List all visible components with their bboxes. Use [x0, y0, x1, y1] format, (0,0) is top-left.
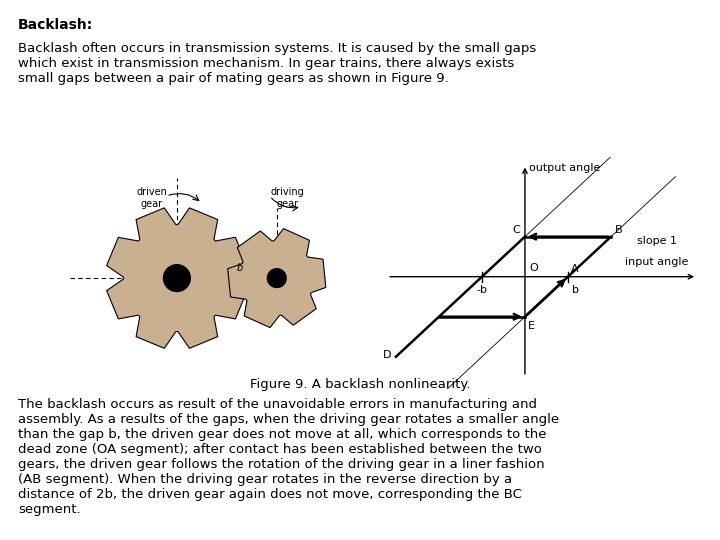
Text: dead zone (OA segment); after contact has been established between the two: dead zone (OA segment); after contact ha… [18, 443, 542, 456]
Text: C: C [512, 225, 520, 235]
Text: B: B [614, 225, 622, 235]
Text: gears, the driven gear follows the rotation of the driving gear in a liner fashi: gears, the driven gear follows the rotat… [18, 458, 544, 471]
Text: b: b [237, 263, 243, 273]
Text: assembly. As a results of the gaps, when the driving gear rotates a smaller angl: assembly. As a results of the gaps, when… [18, 413, 559, 426]
Text: The backlash occurs as result of the unavoidable errors in manufacturing and: The backlash occurs as result of the una… [18, 398, 537, 411]
Text: driven
gear: driven gear [137, 187, 167, 209]
Polygon shape [228, 228, 326, 328]
Text: slope 1: slope 1 [636, 235, 677, 246]
Text: Backlash often occurs in transmission systems. It is caused by the small gaps: Backlash often occurs in transmission sy… [18, 42, 536, 55]
Text: D: D [383, 350, 392, 360]
Text: input angle: input angle [625, 256, 688, 267]
Text: distance of 2b, the driven gear again does not move, corresponding the BC: distance of 2b, the driven gear again do… [18, 488, 522, 501]
Text: Backlash:: Backlash: [18, 18, 94, 32]
Text: than the gap b, the driven gear does not move at all, which corresponds to the: than the gap b, the driven gear does not… [18, 428, 546, 441]
Polygon shape [267, 269, 286, 287]
Text: -b: -b [477, 285, 487, 295]
Polygon shape [107, 208, 247, 348]
Text: b: b [572, 285, 580, 295]
Text: small gaps between a pair of mating gears as shown in Figure 9.: small gaps between a pair of mating gear… [18, 72, 449, 85]
Text: E: E [528, 321, 534, 330]
Text: driving
gear: driving gear [271, 187, 305, 209]
Text: O: O [529, 262, 538, 273]
Text: A: A [572, 264, 579, 273]
Polygon shape [163, 265, 190, 292]
Text: output angle: output angle [529, 163, 600, 173]
Text: Figure 9. A backlash nonlinearity.: Figure 9. A backlash nonlinearity. [250, 378, 470, 391]
Text: (AB segment). When the driving gear rotates in the reverse direction by a: (AB segment). When the driving gear rota… [18, 473, 512, 486]
Text: segment.: segment. [18, 503, 81, 516]
Text: which exist in transmission mechanism. In gear trains, there always exists: which exist in transmission mechanism. I… [18, 57, 514, 70]
